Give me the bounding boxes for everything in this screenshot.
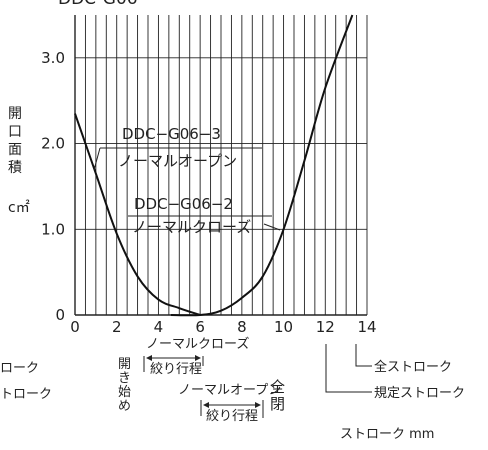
- left-cut-label-1: ローク: [0, 361, 39, 376]
- full-stroke-bracket: [355, 344, 372, 367]
- y-axis-label-char: 面: [8, 142, 22, 158]
- open-start-char: 開: [118, 357, 131, 372]
- open-start-char: め: [118, 399, 131, 414]
- x-tick-labels: 0 2 4 6 8 10 12 14: [70, 318, 376, 336]
- y-axis-label-char: 口: [8, 124, 22, 140]
- x-tick-label: 14: [357, 318, 376, 336]
- x-tick-label: 10: [274, 318, 293, 336]
- series-lines: [74, 14, 354, 317]
- x-tick-label: 4: [154, 318, 164, 336]
- x-tick-label: 2: [112, 318, 122, 336]
- curve-label-g06-3-type: ノーマルオープン: [118, 152, 237, 170]
- nc-stroke-label: 絞り行程: [150, 362, 202, 377]
- x-tick-label: 0: [70, 318, 80, 336]
- fully-closed-char: 全: [270, 378, 285, 396]
- series-line-1: [74, 113, 201, 316]
- y-tick-label: 2.0: [41, 135, 65, 153]
- full-stroke-label: 全ストローク: [374, 359, 452, 375]
- open-start-char: き: [118, 371, 131, 386]
- chart-grid: [74, 15, 368, 316]
- rated-stroke-bracket: [325, 344, 372, 393]
- x-tick-label: 12: [316, 318, 335, 336]
- y-tick-label: 3.0: [41, 49, 65, 67]
- no-arrowhead-left: [203, 402, 209, 408]
- nc-type-label: ノーマルクローズ: [146, 336, 249, 352]
- y-tick-label: 1.0: [41, 220, 65, 238]
- left-cut-label-2: トローク: [0, 387, 52, 402]
- y-axis-label-char: 積: [8, 160, 22, 176]
- y-axis-label-char: c㎡: [8, 200, 30, 216]
- y-tick-label: 0: [55, 306, 65, 324]
- chart-title: DDC-G06: [58, 0, 138, 9]
- fully-closed-char: 閉: [270, 395, 285, 413]
- no-stroke-label: 絞り行程: [206, 409, 258, 424]
- curve-label-g06-2-model: DDC−G06−2: [134, 195, 233, 213]
- x-axis-label: ストローク mm: [340, 427, 434, 442]
- rated-stroke-label: 規定ストローク: [374, 386, 465, 401]
- curve-label-g06-2-type: ノーマルクローズ: [132, 218, 251, 236]
- no-type-label: ノーマルオープン: [178, 383, 281, 398]
- nc-arrowhead-left: [146, 355, 152, 361]
- y-tick-labels: 0 1.0 2.0 3.0: [41, 49, 65, 324]
- nc-arrowhead-right: [195, 355, 201, 361]
- curve-label-g06-3: DDC−G06−3 ノーマルオープン: [93, 125, 262, 171]
- fully-closed-label: 全閉: [270, 378, 285, 413]
- no-arrowhead-right: [255, 402, 261, 408]
- series-line-2: [170, 14, 354, 317]
- curve-label-g06-3-model: DDC−G06−3: [122, 125, 221, 143]
- x-tick-label: 6: [195, 318, 205, 336]
- open-start-char: 始: [118, 385, 131, 400]
- y-axis-label-char: 開: [8, 106, 22, 122]
- x-tick-label: 8: [237, 318, 247, 336]
- curve-label-g06-3-leader: [93, 147, 101, 171]
- curve-label-g06-2: DDC−G06−2 ノーマルクローズ: [128, 195, 281, 236]
- curve-label-g06-2-leader: [263, 223, 281, 231]
